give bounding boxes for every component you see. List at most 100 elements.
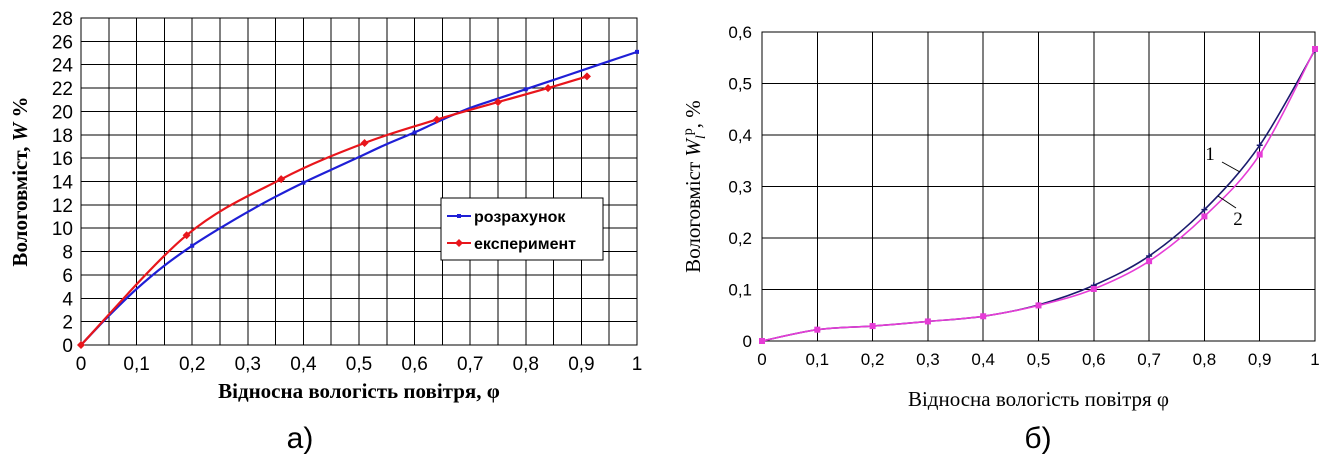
chart-a-legend-label-0: розрахунок [474, 209, 566, 226]
chart-b-x-axis-label: Відносна вологість повітря φ [908, 387, 1169, 411]
chart-a-data-point [277, 175, 286, 184]
chart-a-data-point [360, 138, 369, 147]
chart-a-data-point [412, 130, 417, 135]
chart-a-data-point [77, 341, 85, 349]
chart-b-x-tick-label: 0 [757, 350, 766, 369]
chart-b-data-point [814, 326, 821, 333]
chart-a-x-tick-label: 0,4 [290, 354, 317, 375]
chart-b-y-axis-label-superscript: р [681, 128, 696, 135]
chart-b-data-point [1201, 206, 1208, 213]
chart-a-x-tick-label: 0,8 [513, 354, 539, 375]
chart-b-data-point [1090, 285, 1097, 292]
chart-b-curve-1-leader [1221, 161, 1241, 173]
chart-b-y-tick-label: 0 [743, 332, 752, 351]
chart-a: 0 0,1 0,2 0,3 0,4 0,5 0,6 0,7 0,8 0,9 102468101214… [8, 9, 642, 455]
chart-a-y-axis-label-symbol: W [8, 121, 32, 141]
chart-a-x-tick-label: 0 [76, 354, 87, 375]
chart-a-data-point [432, 115, 441, 124]
chart-b-y-tick-label: 0,1 [728, 281, 752, 300]
chart-a-series-line-0 [80, 50, 638, 346]
chart-b-y-tick-label: 0,5 [728, 75, 752, 94]
chart-a-frame [80, 17, 638, 346]
chart-a-x-tick-label: 0,6 [401, 354, 427, 375]
chart-b-y-axis-label-unit: , % [681, 100, 705, 128]
chart-b-data-point [924, 318, 931, 325]
chart-a-x-tick-label: 0,1 [123, 354, 149, 375]
chart-a-data-point [635, 49, 639, 54]
chart-a-y-axis-label: Вологовміст, W % [8, 96, 32, 266]
chart-a-y-tick-label: 24 [52, 56, 74, 77]
chart-a-y-tick-label: 2 [62, 313, 73, 334]
chart-a-y-tick-label: 26 [52, 32, 73, 53]
chart-a-data-point [301, 180, 306, 185]
chart-b-y-axis-label-main: Вологовміст [681, 157, 705, 273]
chart-a-x-tick-label: 0,3 [235, 354, 261, 375]
chart-b-frame [761, 31, 1316, 342]
chart-a-y-tick-label: 10 [52, 219, 73, 240]
chart-a-data-point [544, 84, 553, 93]
chart-a-data-point [190, 243, 195, 248]
chart-a-legend-marker-0 [457, 214, 461, 218]
chart-b-y-axis-label-subscript: l [694, 135, 709, 139]
chart-a-x-axis-label: Відносна вологість повітря, φ [218, 379, 500, 403]
chart-a-x-tick-label: 0,7 [457, 354, 483, 375]
chart-b-x-tick-label: 0,7 [1137, 350, 1161, 369]
chart-a-data-point [182, 231, 191, 240]
chart-a-panel-label: а) [287, 422, 314, 455]
chart-a-y-tick-label: 28 [52, 9, 73, 30]
chart-b-panel-label: б) [1024, 422, 1051, 455]
chart-b-data-point [869, 323, 876, 330]
chart-b-x-tick-label: 0,4 [971, 350, 995, 369]
chart-b-curve-2-leader [1217, 195, 1237, 209]
chart-b-curve-2-label: 2 [1233, 209, 1243, 230]
chart-b-data-point [1201, 213, 1208, 220]
chart-a-x-tick-label: 0,5 [346, 354, 372, 375]
chart-b-data-point [980, 313, 987, 320]
chart-a-y-tick-label: 22 [52, 79, 73, 100]
chart-a-x-tick-label: 0,2 [179, 354, 205, 375]
chart-a-x-tick-label: 0,9 [568, 354, 594, 375]
chart-b-x-tick-label: 0,9 [1248, 350, 1272, 369]
chart-b-x-tick-label: 0,6 [1082, 350, 1106, 369]
chart-a-y-axis-label-unit: % [8, 96, 32, 122]
chart-b-y-axis-label: Вологовміст Wlр, % [681, 100, 709, 273]
chart-b-x-tick-label: 0,3 [916, 350, 940, 369]
chart-a-y-axis-label-main: Вологовміст, [8, 141, 32, 266]
chart-a-legend: розрахунок експеримент [440, 197, 604, 261]
chart-a-y-tick-label: 12 [52, 196, 73, 217]
chart-a-data-point [582, 72, 591, 81]
chart-b-data-point [1146, 258, 1153, 265]
chart-a-y-tick-label: 18 [52, 126, 73, 147]
chart-b-data-point [1146, 253, 1153, 260]
chart-b-y-axis-label-symbol: W [681, 137, 705, 157]
chart-a-y-tick-label: 16 [52, 149, 73, 170]
chart-b-data-point [1256, 151, 1263, 158]
chart-a-data-point [523, 87, 528, 92]
chart-a-legend-label-1: експеримент [474, 236, 576, 253]
chart-b-y-tick-label: 0,6 [728, 23, 752, 42]
chart-a-y-tick-label: 4 [62, 289, 73, 310]
chart-b-y-tick-label: 0,3 [728, 178, 752, 197]
chart-b-y-tick-label: 0,2 [728, 229, 752, 248]
chart-a-y-tick-label: 14 [52, 173, 74, 194]
chart-a-data-point [494, 98, 502, 107]
chart-b-data-point [1256, 142, 1263, 149]
chart-a-x-tick-label: 1 [632, 354, 643, 375]
chart-a-legend-marker-1 [455, 239, 463, 247]
chart-a-legend-box [440, 197, 604, 261]
chart-b-x-tick-label: 0,5 [1027, 350, 1051, 369]
chart-b-x-tick-label: 0,8 [1193, 350, 1217, 369]
chart-a-y-tick-label: 0 [62, 336, 73, 357]
chart-b-x-tick-label: 0,1 [805, 350, 829, 369]
chart-a-y-tick-label: 6 [62, 266, 73, 287]
chart-b-data-point [1035, 302, 1042, 309]
chart-b-data-point [759, 338, 765, 344]
chart-b-y-tick-label: 0,4 [728, 126, 752, 145]
chart-b-data-point [1312, 45, 1318, 52]
chart-b-x-tick-label: 0,2 [861, 350, 885, 369]
chart-a-y-tick-label: 20 [52, 102, 73, 123]
chart-a-y-tick-label: 8 [62, 243, 73, 264]
chart-b: 0 0,1 0,2 0,3 0,4 0,5 0,6 0,7 0,8 0,9 1 0 0,1 0,2 0,3 0… [681, 23, 1320, 455]
chart-b-series-line-1 [761, 48, 1316, 342]
